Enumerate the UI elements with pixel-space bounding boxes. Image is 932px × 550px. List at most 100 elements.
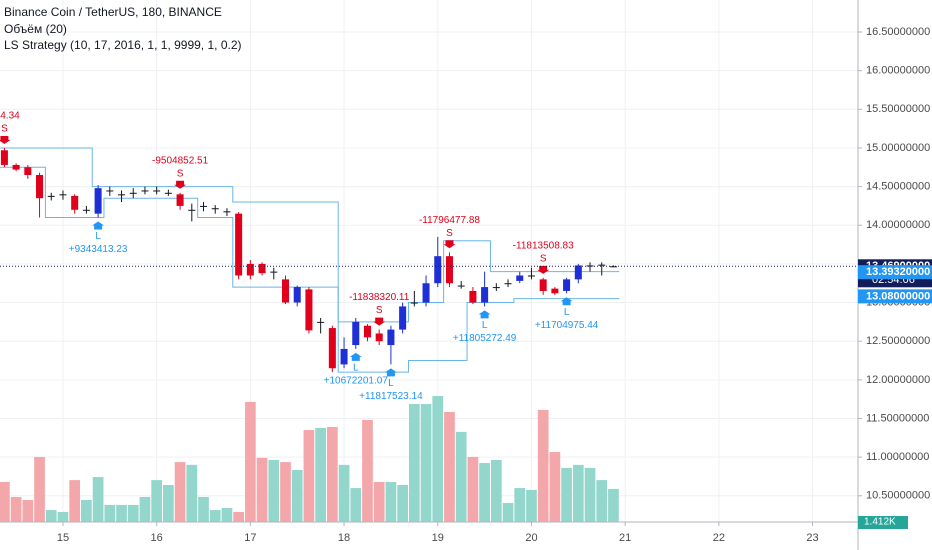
channel-line	[0, 147, 620, 323]
candle-body	[235, 213, 243, 276]
candle-body	[36, 175, 44, 199]
buy-arrow	[478, 310, 491, 319]
signal-label: -11813508.83	[513, 240, 574, 251]
volume-bar	[34, 456, 45, 522]
volume-bar	[174, 462, 186, 522]
candle-body	[387, 329, 395, 346]
candle-body	[399, 306, 407, 330]
volume-bar	[537, 409, 549, 522]
x-tick-label: 23	[806, 532, 818, 544]
volume-bar	[432, 396, 444, 522]
price-label: 13.08000000	[866, 290, 930, 302]
volume-bar	[116, 504, 127, 522]
candle-body	[504, 283, 512, 285]
candle-body	[59, 194, 67, 196]
buy-arrow	[92, 221, 105, 230]
x-tick-label: 20	[525, 532, 537, 544]
x-tick-label: 17	[244, 532, 256, 544]
y-tick-label: 15.00000000	[866, 142, 930, 154]
volume-bar	[455, 431, 467, 522]
signal-letter: L	[388, 378, 394, 389]
candle-body	[94, 188, 102, 214]
candle-body	[375, 333, 383, 342]
sell-arrow	[174, 180, 187, 189]
candle-body	[24, 167, 32, 176]
volume-bar	[81, 499, 92, 522]
volume-bar	[280, 462, 291, 522]
volume-bar	[303, 430, 315, 522]
volume-bar	[127, 504, 139, 522]
candle-body	[527, 275, 535, 277]
candle-body	[469, 290, 477, 303]
volume-bar	[338, 464, 350, 522]
x-tick-label: 18	[338, 532, 350, 544]
candle-body	[586, 265, 594, 267]
candle-body	[0, 150, 8, 165]
x-tick-label: 16	[151, 532, 163, 544]
y-tick-label: 15.50000000	[866, 103, 930, 115]
signal-label: 754.34	[0, 111, 20, 122]
y-tick-label: 12.00000000	[866, 374, 930, 386]
y-tick-label: 11.50000000	[866, 412, 929, 424]
indicator-label: Объём (20)	[4, 22, 67, 36]
signal-label: -11796477.88	[419, 215, 480, 226]
candle-body	[539, 279, 547, 291]
volume-bar	[502, 503, 514, 522]
signal-letter: S	[540, 253, 547, 264]
volume-bar	[326, 426, 338, 522]
volume-pane	[0, 396, 619, 522]
volume-bar	[514, 488, 526, 522]
y-tick-label: 11.00000000	[866, 451, 929, 463]
volume-bar	[350, 488, 362, 522]
candle-body	[211, 208, 219, 210]
signal-label: +11817523.14	[359, 391, 423, 402]
volume-bar	[420, 404, 432, 522]
volume-bar	[57, 511, 69, 522]
volume-bar	[151, 480, 163, 522]
price-label: 13.39320000	[866, 266, 930, 278]
signal-label: +10672201.07	[324, 376, 389, 387]
candle-body	[551, 288, 559, 294]
volume-bar	[221, 507, 233, 522]
volume-bar	[467, 456, 479, 522]
candle-body	[293, 287, 301, 303]
y-tick-label: 16.50000000	[866, 26, 930, 38]
candle-body	[129, 192, 137, 194]
volume-bar	[92, 477, 104, 522]
candle-body	[118, 194, 126, 196]
candle-body	[176, 194, 184, 206]
volume-bar	[397, 485, 408, 522]
volume-bar	[104, 504, 116, 522]
signal-letter: S	[376, 305, 383, 316]
candle-body	[598, 264, 606, 266]
candle-body	[363, 325, 372, 338]
candle-body	[422, 283, 430, 303]
candle-body	[305, 289, 313, 331]
volume-bar	[163, 485, 174, 522]
volume-bar	[584, 467, 596, 522]
volume-bar	[479, 463, 490, 522]
x-tick-label: 15	[57, 532, 69, 544]
signal-label: -11838320.11	[349, 292, 410, 303]
y-tick-label: 10.50000000	[866, 490, 930, 502]
candle-body	[153, 190, 161, 192]
y-tick-label: 16.00000000	[866, 65, 930, 77]
volume-bar	[608, 488, 619, 522]
volume-bar	[245, 401, 256, 522]
candle-body	[492, 287, 500, 289]
signal-label: +11805272.49	[453, 333, 517, 344]
candle-body	[410, 302, 418, 304]
candle-body	[82, 209, 90, 211]
candle-body	[340, 348, 348, 365]
price-pane: S 754.34 S -9504852.51 S -11838320.11 S -117964…	[0, 111, 858, 402]
candle-body	[270, 271, 278, 273]
candle-body	[200, 205, 208, 207]
candle-body	[609, 266, 617, 268]
labels: Binance Coin / TetherUS, 180, BINANCE Об…	[4, 5, 932, 529]
volume-bar	[572, 464, 584, 522]
candle-body	[106, 190, 114, 192]
candle-body	[12, 164, 20, 170]
signal-letter: L	[482, 320, 488, 331]
volume-bar	[139, 496, 151, 522]
